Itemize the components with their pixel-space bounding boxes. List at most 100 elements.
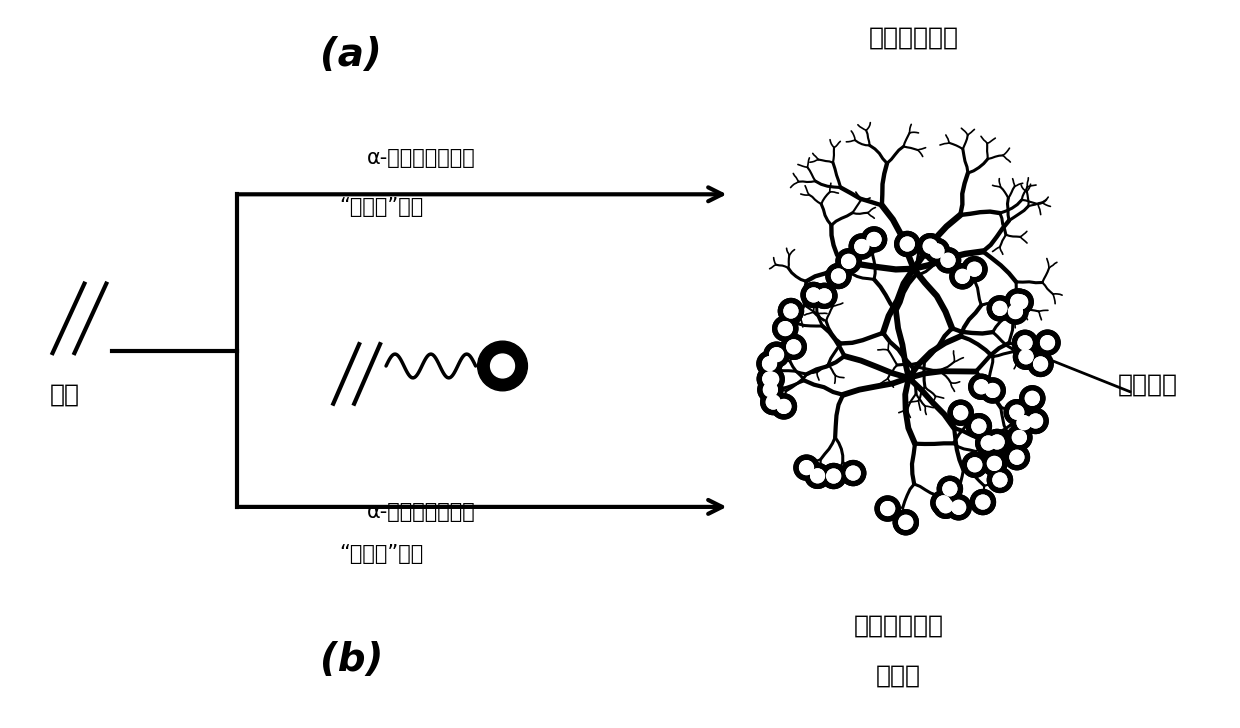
Circle shape: [867, 232, 880, 246]
Circle shape: [1004, 445, 1029, 470]
Circle shape: [812, 283, 837, 309]
Circle shape: [1023, 408, 1048, 433]
Circle shape: [477, 341, 527, 391]
Circle shape: [1019, 386, 1045, 411]
Circle shape: [935, 248, 961, 273]
Circle shape: [968, 458, 982, 472]
Circle shape: [880, 502, 894, 515]
Circle shape: [954, 405, 967, 419]
Circle shape: [836, 249, 861, 274]
Circle shape: [758, 366, 782, 392]
Circle shape: [867, 232, 880, 246]
Circle shape: [1018, 336, 1032, 349]
Circle shape: [1019, 350, 1033, 364]
Circle shape: [846, 466, 861, 480]
Circle shape: [1028, 352, 1053, 376]
Circle shape: [991, 435, 1004, 449]
Circle shape: [770, 348, 784, 362]
Circle shape: [924, 238, 950, 264]
Circle shape: [777, 400, 791, 414]
Circle shape: [1019, 386, 1045, 411]
Circle shape: [966, 414, 992, 439]
Circle shape: [1029, 414, 1043, 428]
Circle shape: [756, 351, 782, 376]
Circle shape: [880, 502, 894, 515]
Circle shape: [946, 495, 971, 520]
Circle shape: [826, 264, 851, 288]
Circle shape: [1013, 344, 1039, 369]
Circle shape: [975, 380, 988, 394]
Circle shape: [779, 298, 804, 323]
Circle shape: [763, 357, 776, 371]
Circle shape: [982, 451, 1007, 476]
Circle shape: [1035, 330, 1060, 355]
Circle shape: [1007, 425, 1032, 450]
Circle shape: [1029, 414, 1043, 428]
Circle shape: [832, 269, 846, 283]
Circle shape: [821, 464, 846, 488]
Circle shape: [1011, 295, 1024, 308]
Circle shape: [962, 452, 987, 478]
Circle shape: [773, 316, 797, 341]
Circle shape: [1014, 295, 1028, 309]
Circle shape: [967, 262, 981, 276]
Circle shape: [987, 456, 1001, 470]
Circle shape: [993, 301, 1007, 315]
Circle shape: [759, 367, 784, 392]
Text: 超支化聚乙烯: 超支化聚乙烯: [854, 614, 944, 638]
Circle shape: [987, 467, 1012, 492]
Circle shape: [1006, 289, 1030, 314]
Circle shape: [972, 419, 986, 433]
Circle shape: [771, 394, 796, 419]
Circle shape: [1008, 290, 1033, 314]
Circle shape: [773, 316, 797, 341]
Circle shape: [956, 269, 970, 283]
Circle shape: [779, 298, 804, 323]
Text: 超支化聚乙烯: 超支化聚乙烯: [869, 25, 959, 50]
Circle shape: [842, 255, 856, 268]
Circle shape: [942, 482, 957, 496]
Circle shape: [976, 495, 990, 509]
Circle shape: [761, 389, 786, 414]
Circle shape: [1012, 410, 1037, 435]
Circle shape: [784, 304, 797, 318]
Circle shape: [950, 264, 975, 289]
Circle shape: [952, 500, 966, 514]
Circle shape: [931, 491, 956, 515]
Circle shape: [1023, 408, 1048, 433]
Circle shape: [936, 496, 950, 510]
Circle shape: [817, 289, 831, 303]
Circle shape: [1012, 331, 1038, 355]
Circle shape: [1007, 425, 1032, 450]
Circle shape: [981, 436, 996, 450]
Circle shape: [784, 304, 797, 318]
Circle shape: [952, 500, 966, 514]
Circle shape: [895, 232, 920, 256]
Circle shape: [985, 430, 1009, 454]
Circle shape: [849, 234, 874, 259]
Circle shape: [954, 405, 967, 419]
Circle shape: [934, 494, 959, 518]
Circle shape: [1012, 331, 1038, 355]
Circle shape: [841, 461, 866, 486]
Circle shape: [875, 496, 900, 521]
Circle shape: [941, 253, 955, 267]
Circle shape: [893, 510, 919, 535]
Circle shape: [1017, 416, 1030, 430]
Circle shape: [981, 436, 996, 450]
Text: 功能基团: 功能基团: [1117, 373, 1178, 397]
Circle shape: [924, 238, 950, 264]
Circle shape: [991, 435, 1004, 449]
Circle shape: [971, 489, 996, 515]
Circle shape: [841, 461, 866, 486]
Circle shape: [805, 463, 830, 488]
Circle shape: [771, 394, 796, 419]
Circle shape: [949, 400, 973, 425]
Circle shape: [781, 334, 806, 360]
Circle shape: [1019, 350, 1033, 364]
Circle shape: [812, 283, 837, 309]
Circle shape: [949, 400, 973, 425]
Circle shape: [1004, 445, 1029, 470]
Circle shape: [766, 395, 780, 409]
Circle shape: [934, 494, 959, 518]
